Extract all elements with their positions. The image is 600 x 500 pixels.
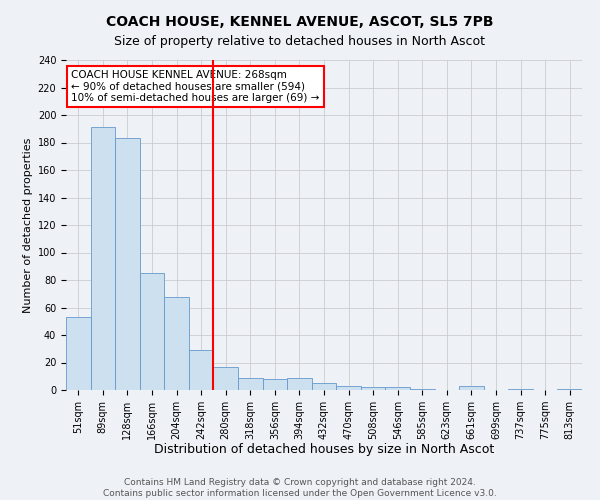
Text: COACH HOUSE KENNEL AVENUE: 268sqm
← 90% of detached houses are smaller (594)
10%: COACH HOUSE KENNEL AVENUE: 268sqm ← 90% … bbox=[71, 70, 320, 103]
Bar bbox=[557, 388, 582, 390]
Bar bbox=[140, 273, 164, 390]
Bar bbox=[312, 383, 336, 390]
Bar bbox=[214, 366, 238, 390]
Y-axis label: Number of detached properties: Number of detached properties bbox=[23, 138, 34, 312]
Text: Contains HM Land Registry data © Crown copyright and database right 2024.
Contai: Contains HM Land Registry data © Crown c… bbox=[103, 478, 497, 498]
Bar bbox=[361, 387, 385, 390]
Text: Size of property relative to detached houses in North Ascot: Size of property relative to detached ho… bbox=[115, 35, 485, 48]
Bar bbox=[459, 386, 484, 390]
Bar bbox=[238, 378, 263, 390]
Bar bbox=[336, 386, 361, 390]
Bar bbox=[189, 350, 214, 390]
Bar bbox=[287, 378, 312, 390]
Text: COACH HOUSE, KENNEL AVENUE, ASCOT, SL5 7PB: COACH HOUSE, KENNEL AVENUE, ASCOT, SL5 7… bbox=[106, 15, 494, 29]
Bar bbox=[508, 388, 533, 390]
Bar bbox=[385, 387, 410, 390]
Bar bbox=[164, 296, 189, 390]
Bar bbox=[263, 379, 287, 390]
Bar bbox=[410, 388, 434, 390]
Bar bbox=[91, 128, 115, 390]
Bar bbox=[66, 317, 91, 390]
X-axis label: Distribution of detached houses by size in North Ascot: Distribution of detached houses by size … bbox=[154, 444, 494, 456]
Bar bbox=[115, 138, 140, 390]
